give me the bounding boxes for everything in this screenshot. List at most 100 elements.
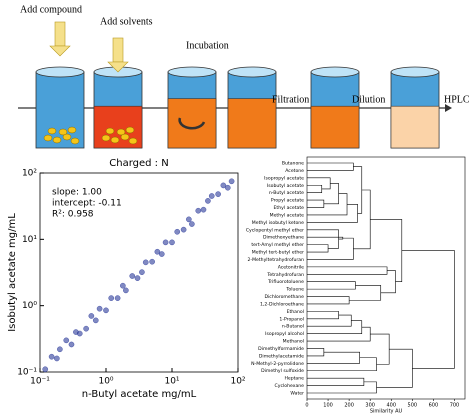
x-tick-label: 10² (230, 377, 245, 387)
particle (43, 134, 53, 142)
particle (120, 133, 130, 141)
point (96, 305, 103, 312)
add-arrow-head (107, 61, 129, 73)
leaf-label: 1,2-Dichloroethane (260, 301, 304, 307)
point (142, 259, 149, 266)
point (63, 337, 70, 344)
point (92, 317, 99, 324)
point (149, 258, 155, 265)
leaf-label: N-Methyl-2-pyrrolidone (251, 361, 304, 367)
link (307, 357, 377, 372)
x-axis-label: n-Butyl acetate mg/mL (82, 389, 197, 400)
particle (52, 136, 62, 144)
stir (178, 117, 206, 130)
x-tick-label: 600 (429, 403, 439, 409)
point (42, 366, 49, 373)
point (224, 184, 231, 191)
leaf-label: Isopropyl alcohol (265, 331, 304, 337)
point (134, 275, 141, 281)
leaf-label: n-Butanol (282, 324, 304, 330)
link (376, 348, 413, 388)
link (307, 296, 350, 305)
leaf-label: Cyclopentyl methyl ether (246, 227, 304, 233)
point (139, 269, 145, 275)
y-tick-label: 10¹ (22, 235, 37, 245)
leaf-label: Methyl isobutyl ketone (252, 220, 304, 226)
leaf-label: Ethanol (287, 309, 304, 315)
x-tick-label: 10⁻¹ (30, 377, 50, 387)
x-tick-label: 200 (344, 403, 354, 409)
point (68, 341, 75, 348)
link (307, 320, 363, 334)
link (307, 193, 348, 216)
step-label: Add compound (20, 4, 82, 15)
link (380, 270, 396, 294)
leaf-label: Propyl acetate (271, 198, 304, 204)
leaf-label: Methyl tert-butyl ether (252, 250, 304, 256)
liquid (167, 98, 217, 149)
point (200, 206, 207, 213)
plot-frame (39, 172, 239, 373)
y-tick-label: 10⁻¹ (17, 368, 37, 378)
link (307, 229, 339, 249)
annotation: slope: 1.00 (52, 188, 102, 198)
step-label: Incubation (186, 40, 229, 51)
vessel-top (167, 66, 217, 78)
link (307, 377, 365, 386)
link (307, 311, 339, 320)
link (353, 166, 363, 214)
leaf-label: Acetone (285, 168, 304, 174)
particle (62, 133, 72, 141)
point (103, 307, 109, 314)
point (162, 239, 169, 246)
vessel-top (390, 66, 440, 78)
leaf-label: Heptane (284, 376, 304, 382)
point (48, 353, 55, 360)
liquid (310, 105, 360, 149)
point (154, 248, 161, 255)
point (123, 287, 129, 294)
step-label: Add solvents (100, 16, 153, 27)
point (205, 198, 211, 204)
link (349, 285, 382, 301)
dendro-frame (306, 156, 466, 400)
point (108, 295, 115, 301)
annotation: R²: 0.958 (52, 210, 94, 220)
leaf-label: tert-Amyl methyl ether (251, 242, 304, 248)
particle (128, 137, 138, 145)
point (208, 193, 215, 199)
point (114, 295, 121, 301)
x-tick-label: 100 (323, 403, 333, 409)
vessel (35, 71, 85, 149)
leaf-label: Methyl acetate (270, 212, 305, 218)
x-tick-label: 300 (365, 403, 375, 409)
particle (110, 136, 120, 144)
liquid (390, 105, 440, 149)
liquid (227, 98, 277, 149)
leaf-label: Dichloromethane (264, 294, 304, 300)
point (54, 355, 60, 362)
point (83, 325, 89, 332)
chart-title: Charged : N (109, 158, 168, 169)
leaf-label: Tetrahydrofuran (266, 272, 304, 278)
leaf-label: Butanone (282, 161, 304, 167)
particle (125, 126, 135, 134)
add-arrow-head (49, 45, 71, 57)
leaf-label: Methanol (283, 339, 304, 345)
link (307, 314, 352, 327)
leaf-label: Dimethoxyethane (263, 235, 304, 241)
link (370, 333, 390, 365)
x-tick-label: 0 (305, 403, 308, 409)
point (120, 282, 126, 289)
link (307, 162, 354, 171)
add-arrow (112, 37, 124, 63)
x-tick-label: 500 (408, 403, 418, 409)
point (174, 228, 181, 235)
leaf-label: n-Butyl acetate (269, 190, 304, 196)
link (307, 348, 325, 357)
link (307, 199, 325, 208)
link (307, 381, 377, 394)
link (307, 326, 371, 342)
link (307, 236, 344, 240)
